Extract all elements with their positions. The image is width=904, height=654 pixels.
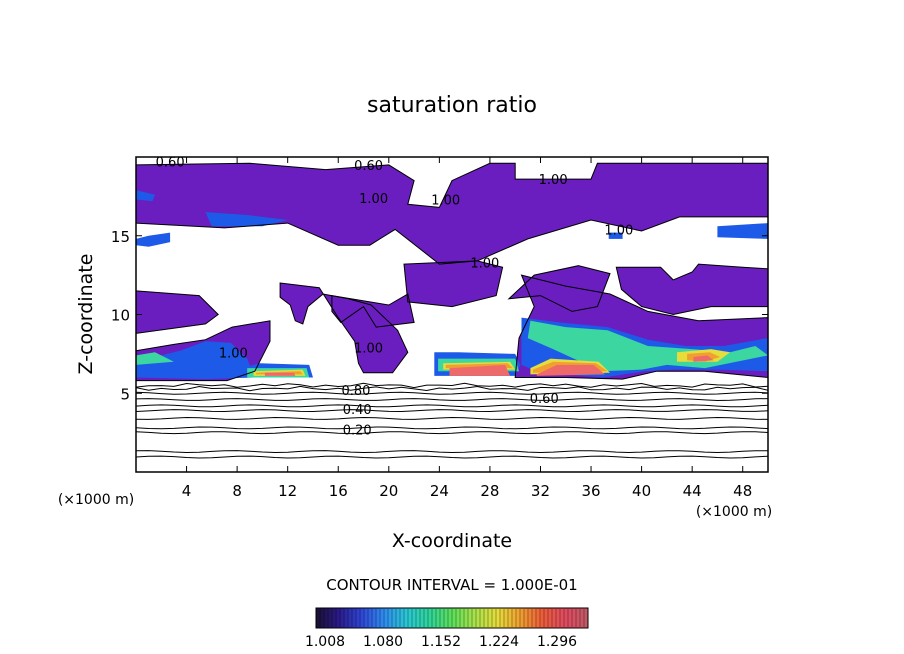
contour-outline: [136, 320, 271, 382]
contour-line: [136, 426, 768, 430]
contour-outline: [615, 263, 768, 316]
contour-label: 1.00: [431, 194, 460, 209]
chart-title: saturation ratio: [367, 93, 537, 118]
x-tick-label: 24: [430, 482, 449, 500]
contour-outline: [136, 162, 768, 265]
region-blue-9: [205, 212, 288, 227]
x-tick-label: 40: [632, 482, 651, 500]
contour-label: 1.00: [539, 173, 568, 188]
contour-labels: 0.20 0.40 0.60 0.80 0.60 0.60 1.00 1.00 1.00 1.00…: [156, 156, 634, 439]
contour-label: 0.80: [341, 384, 370, 399]
contour-label: 0.60: [530, 392, 559, 407]
region-green-18: [136, 352, 174, 365]
contour-label: 1.00: [470, 257, 499, 272]
region-blue-12: [717, 223, 768, 239]
x-tick-label: 44: [683, 482, 702, 500]
contour-line: [136, 382, 768, 389]
contour-outline: [279, 282, 409, 374]
contour-label: 0.60: [354, 159, 383, 174]
region-blue-13: [608, 232, 623, 239]
y-axis-ticks: 5 10 15: [111, 228, 768, 403]
region-red-33: [693, 355, 714, 362]
contour-line: [136, 409, 768, 413]
y-axis-label: Z-coordinate: [75, 254, 97, 375]
contour-line: [136, 391, 768, 395]
x-tick-label: 32: [531, 482, 550, 500]
contour-line: [136, 416, 768, 420]
contour-line: [136, 385, 768, 392]
region-red-30: [264, 372, 296, 376]
y-tick-label: 15: [111, 228, 130, 246]
x-tick-label: 4: [182, 482, 192, 500]
x-tick-label: 36: [581, 482, 600, 500]
contour-label: 0.60: [156, 156, 185, 171]
contour-line: [136, 431, 768, 435]
x-axis-label: X-coordinate: [392, 530, 512, 552]
colorbar-stripes: [319, 609, 585, 627]
colorbar-ticks: 1.008 1.080 1.152 1.224 1.296: [305, 634, 577, 650]
contour-lines: [136, 162, 768, 459]
colorbar-tick-label: 1.008: [305, 634, 345, 650]
region-red-32: [536, 364, 605, 376]
contour-outline: [403, 260, 504, 308]
x-unit-label: (×1000 m): [58, 492, 134, 508]
y-tick-label: 10: [111, 307, 130, 325]
contour-line: [136, 455, 768, 459]
colorbar-tick-label: 1.296: [537, 634, 577, 650]
z-unit-label: (×1000 m): [696, 504, 772, 520]
x-tick-label: 20: [379, 482, 398, 500]
contour-label: 0.40: [343, 403, 372, 418]
contour-line: [136, 404, 768, 408]
contour-line: [136, 398, 768, 402]
region-red-31: [449, 364, 511, 376]
contour-label: 1.00: [354, 342, 383, 357]
region-blue-10: [136, 190, 155, 202]
contour-label: 1.00: [359, 192, 388, 207]
contour-line: [136, 450, 768, 454]
x-tick-label: 12: [278, 482, 297, 500]
region-purple-5: [136, 290, 219, 334]
region-purple-0: [136, 163, 768, 265]
contour-interval-text: CONTOUR INTERVAL = 1.000E-01: [326, 576, 577, 594]
x-tick-label: 16: [329, 482, 348, 500]
contour-outline: [331, 293, 415, 328]
colorbar-tick-label: 1.080: [363, 634, 403, 650]
region-purple-4: [616, 264, 768, 315]
x-tick-label: 8: [232, 482, 242, 500]
contour-outline: [507, 265, 611, 312]
y-tick-label: 5: [120, 385, 130, 403]
x-axis-ticks: 4 8 12 16 20 24 28 32 36 40 44 48: [182, 157, 752, 500]
region-blue-14: [136, 341, 255, 380]
contour-label: 0.20: [343, 423, 372, 438]
contour-label: 1.00: [604, 223, 633, 238]
x-tick-label: 48: [733, 482, 752, 500]
contour-outline: [136, 290, 219, 334]
contour-outline: [514, 274, 768, 380]
colorbar: 1.008 1.080 1.152 1.224 1.296: [305, 607, 589, 650]
contour-label: 1.00: [219, 346, 248, 361]
colorbar-tick-label: 1.152: [421, 634, 461, 650]
region-purple-2: [404, 260, 503, 307]
region-blue-11: [136, 232, 171, 247]
region-purple-6: [280, 283, 408, 373]
x-tick-label: 28: [480, 482, 499, 500]
colorbar-tick-label: 1.224: [479, 634, 519, 650]
filled-contours: [136, 163, 768, 381]
